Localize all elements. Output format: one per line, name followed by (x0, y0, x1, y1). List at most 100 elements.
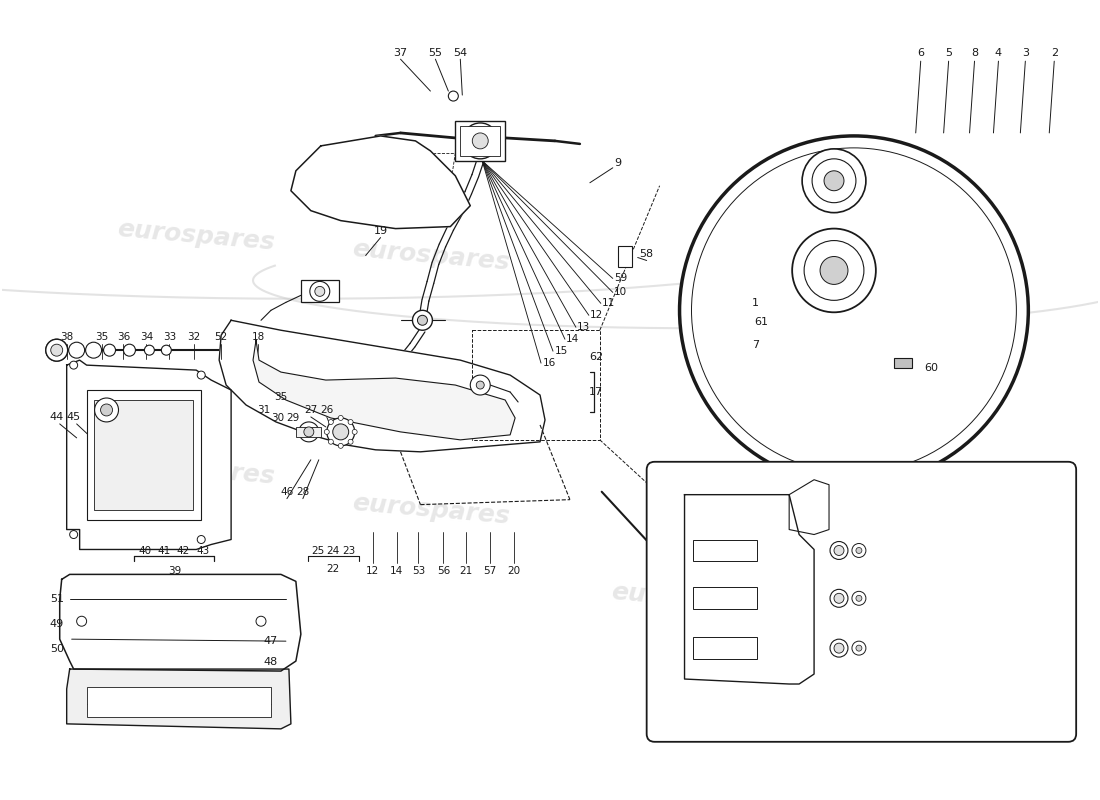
Bar (693, 587, 757, 610)
Text: 2: 2 (1050, 48, 1058, 58)
Text: 33: 33 (163, 332, 176, 342)
Text: 3: 3 (1022, 48, 1028, 58)
Bar (693, 637, 757, 659)
Text: 7: 7 (751, 340, 759, 350)
Text: 28: 28 (296, 486, 309, 497)
Circle shape (46, 339, 68, 361)
Circle shape (162, 345, 172, 355)
Text: 12: 12 (591, 310, 604, 320)
Circle shape (69, 361, 78, 369)
Text: 60: 60 (925, 363, 938, 373)
Text: 29: 29 (286, 413, 299, 423)
Text: 42: 42 (769, 689, 782, 699)
Circle shape (856, 547, 862, 554)
Circle shape (144, 345, 154, 355)
Text: 37: 37 (394, 48, 408, 58)
Text: 32: 32 (188, 332, 201, 342)
Text: 16: 16 (542, 358, 556, 368)
Circle shape (68, 342, 85, 358)
Text: 9: 9 (614, 158, 622, 168)
Text: 61: 61 (755, 318, 768, 327)
Text: 12: 12 (366, 566, 379, 577)
Text: 54: 54 (453, 48, 468, 58)
Text: 55: 55 (428, 48, 442, 58)
Text: 26: 26 (320, 405, 333, 415)
Text: 58: 58 (639, 249, 653, 258)
Circle shape (338, 443, 343, 448)
Circle shape (329, 419, 333, 425)
Circle shape (476, 381, 484, 389)
Text: 6: 6 (917, 48, 924, 58)
Circle shape (95, 398, 119, 422)
Circle shape (989, 527, 1002, 542)
Text: 20: 20 (507, 566, 520, 577)
Circle shape (462, 123, 498, 159)
Polygon shape (789, 480, 829, 534)
Circle shape (412, 310, 432, 330)
Circle shape (937, 527, 946, 535)
Circle shape (680, 136, 1028, 485)
Text: 45: 45 (67, 412, 80, 422)
Circle shape (329, 439, 333, 444)
Polygon shape (290, 136, 471, 229)
Text: 21: 21 (460, 566, 473, 577)
Circle shape (991, 530, 1000, 538)
Text: 51: 51 (50, 594, 64, 604)
Circle shape (310, 282, 330, 302)
Text: 13: 13 (578, 322, 591, 332)
Circle shape (984, 515, 992, 523)
Text: 27: 27 (305, 405, 318, 415)
Circle shape (333, 424, 349, 440)
Circle shape (123, 344, 135, 356)
Text: 47: 47 (264, 636, 278, 646)
Circle shape (299, 422, 319, 442)
Text: 36: 36 (117, 332, 130, 342)
Bar (693, 539, 757, 562)
Bar (455, 121, 505, 161)
Circle shape (804, 241, 864, 300)
Circle shape (449, 91, 459, 101)
Bar (94, 400, 194, 510)
Text: 48: 48 (264, 657, 278, 667)
Text: 50: 50 (50, 644, 64, 654)
Text: 42: 42 (177, 546, 190, 557)
Circle shape (834, 643, 844, 653)
Text: 25: 25 (311, 546, 324, 557)
Polygon shape (67, 360, 231, 550)
Circle shape (856, 595, 862, 602)
Text: 40: 40 (678, 689, 691, 699)
Circle shape (812, 159, 856, 202)
Circle shape (338, 415, 343, 421)
Circle shape (100, 404, 112, 416)
Bar (618, 246, 631, 267)
Text: 57: 57 (484, 566, 497, 577)
Text: 10: 10 (614, 287, 627, 298)
Bar (87, 687, 271, 717)
Text: 14: 14 (389, 566, 404, 577)
Text: 8: 8 (971, 48, 978, 58)
Text: 46: 46 (280, 486, 294, 497)
Circle shape (324, 430, 329, 434)
Text: 34: 34 (140, 332, 153, 342)
Text: 35: 35 (274, 392, 287, 402)
Text: 38: 38 (60, 332, 74, 342)
Circle shape (834, 546, 844, 555)
Text: 52: 52 (214, 332, 228, 342)
Polygon shape (253, 340, 515, 440)
Circle shape (197, 535, 206, 543)
Circle shape (418, 315, 428, 326)
Text: 44: 44 (50, 412, 64, 422)
Text: eurospares: eurospares (117, 451, 276, 489)
Text: 43: 43 (197, 546, 210, 557)
Text: 1: 1 (751, 298, 759, 308)
Text: 43: 43 (792, 689, 806, 699)
Circle shape (77, 616, 87, 626)
Circle shape (792, 229, 876, 312)
Text: 35: 35 (95, 332, 108, 342)
Text: 30: 30 (272, 413, 285, 423)
Text: 24: 24 (326, 546, 340, 557)
Circle shape (327, 418, 354, 446)
Circle shape (824, 170, 844, 190)
Text: GD: GD (730, 724, 752, 738)
Circle shape (86, 342, 101, 358)
